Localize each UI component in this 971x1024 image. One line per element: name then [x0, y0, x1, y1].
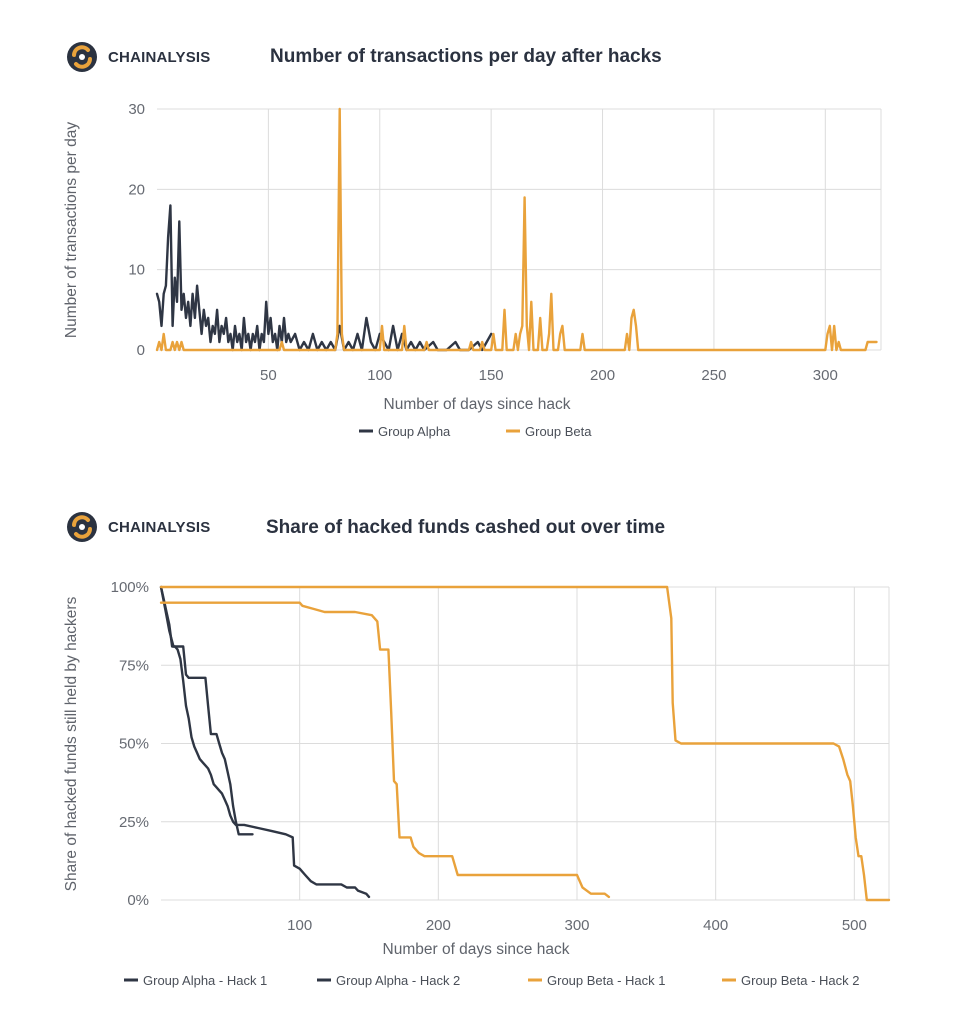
x-axis-label: Number of days since hack: [384, 396, 571, 413]
chainalysis-logo-icon: [67, 512, 97, 542]
y-tick-20: 20: [128, 181, 145, 198]
chart-panel-transactions: CHAINALYSIS Number of transactions per d…: [0, 0, 971, 480]
y-tick-25: 25%: [119, 814, 149, 831]
y-tick-30: 30: [128, 101, 145, 118]
brand-name: CHAINALYSIS: [108, 518, 211, 536]
legend-label-group-alpha: Group Alpha: [378, 424, 451, 439]
chart-title: Number of transactions per day after hac…: [270, 46, 662, 67]
x-tick-500: 500: [842, 917, 867, 934]
legend-label-group-beta: Group Beta: [525, 424, 592, 439]
y-tick-50: 50%: [119, 736, 149, 753]
x-axis-label: Number of days since hack: [383, 941, 570, 958]
x-tick-200: 200: [590, 367, 615, 384]
x-tick-150: 150: [479, 367, 504, 384]
series-line-group-alpha-hack-1: [159, 585, 371, 899]
chart-panel-cashout: CHAINALYSIS Share of hacked funds cashed…: [0, 480, 971, 1024]
x-tick-200: 200: [426, 917, 451, 934]
y-tick-100: 100%: [111, 579, 149, 596]
legend: Group Alpha Group Beta: [359, 424, 592, 439]
y-tick-0: 0%: [127, 892, 149, 909]
chart-title: Share of hacked funds cashed out over ti…: [266, 517, 666, 538]
legend: Group Alpha - Hack 1 Group Alpha - Hack …: [124, 973, 860, 988]
y-tick-75: 75%: [119, 657, 149, 674]
series-line-group-beta-hack-2: [159, 585, 891, 902]
transactions-chart: 0 10 20 30 50 100 150 200 250 300 Number of days …: [63, 101, 882, 439]
y-tick-0: 0: [137, 342, 145, 359]
x-tick-300: 300: [564, 917, 589, 934]
legend-label-beta-hack-2: Group Beta - Hack 2: [741, 973, 860, 988]
legend-item-group-alpha: Group Alpha: [359, 424, 451, 439]
legend-item-group-beta: Group Beta: [506, 424, 592, 439]
y-axis-label: Share of hacked funds still held by hack…: [63, 596, 80, 891]
chainalysis-logo: CHAINALYSIS: [66, 41, 211, 73]
legend-label-beta-hack-1: Group Beta - Hack 1: [547, 973, 666, 988]
chainalysis-logo-icon: [67, 42, 97, 72]
series-line-group-beta-hack-1: [159, 601, 611, 899]
legend-item-alpha-hack-2: Group Alpha - Hack 2: [317, 973, 460, 988]
series-line-group-alpha-hack-2: [159, 585, 254, 836]
x-tick-100: 100: [287, 917, 312, 934]
legend-label-alpha-hack-1: Group Alpha - Hack 1: [143, 973, 267, 988]
chainalysis-logo: CHAINALYSIS: [66, 511, 211, 543]
x-tick-250: 250: [701, 367, 726, 384]
x-tick-50: 50: [260, 367, 277, 384]
brand-name: CHAINALYSIS: [108, 48, 211, 66]
x-tick-100: 100: [367, 367, 392, 384]
y-axis-label: Number of transactions per day: [63, 122, 80, 338]
legend-label-alpha-hack-2: Group Alpha - Hack 2: [336, 973, 460, 988]
legend-item-beta-hack-1: Group Beta - Hack 1: [528, 973, 666, 988]
legend-item-beta-hack-2: Group Beta - Hack 2: [722, 973, 860, 988]
x-tick-400: 400: [703, 917, 728, 934]
y-tick-10: 10: [128, 262, 145, 279]
series-line-group-beta: [155, 107, 878, 352]
cashout-chart: 0% 25% 50% 75% 100% 100 200 300 400 500 Number of…: [63, 579, 891, 988]
series-line-group-alpha: [155, 204, 493, 352]
x-tick-300: 300: [813, 367, 838, 384]
legend-item-alpha-hack-1: Group Alpha - Hack 1: [124, 973, 267, 988]
